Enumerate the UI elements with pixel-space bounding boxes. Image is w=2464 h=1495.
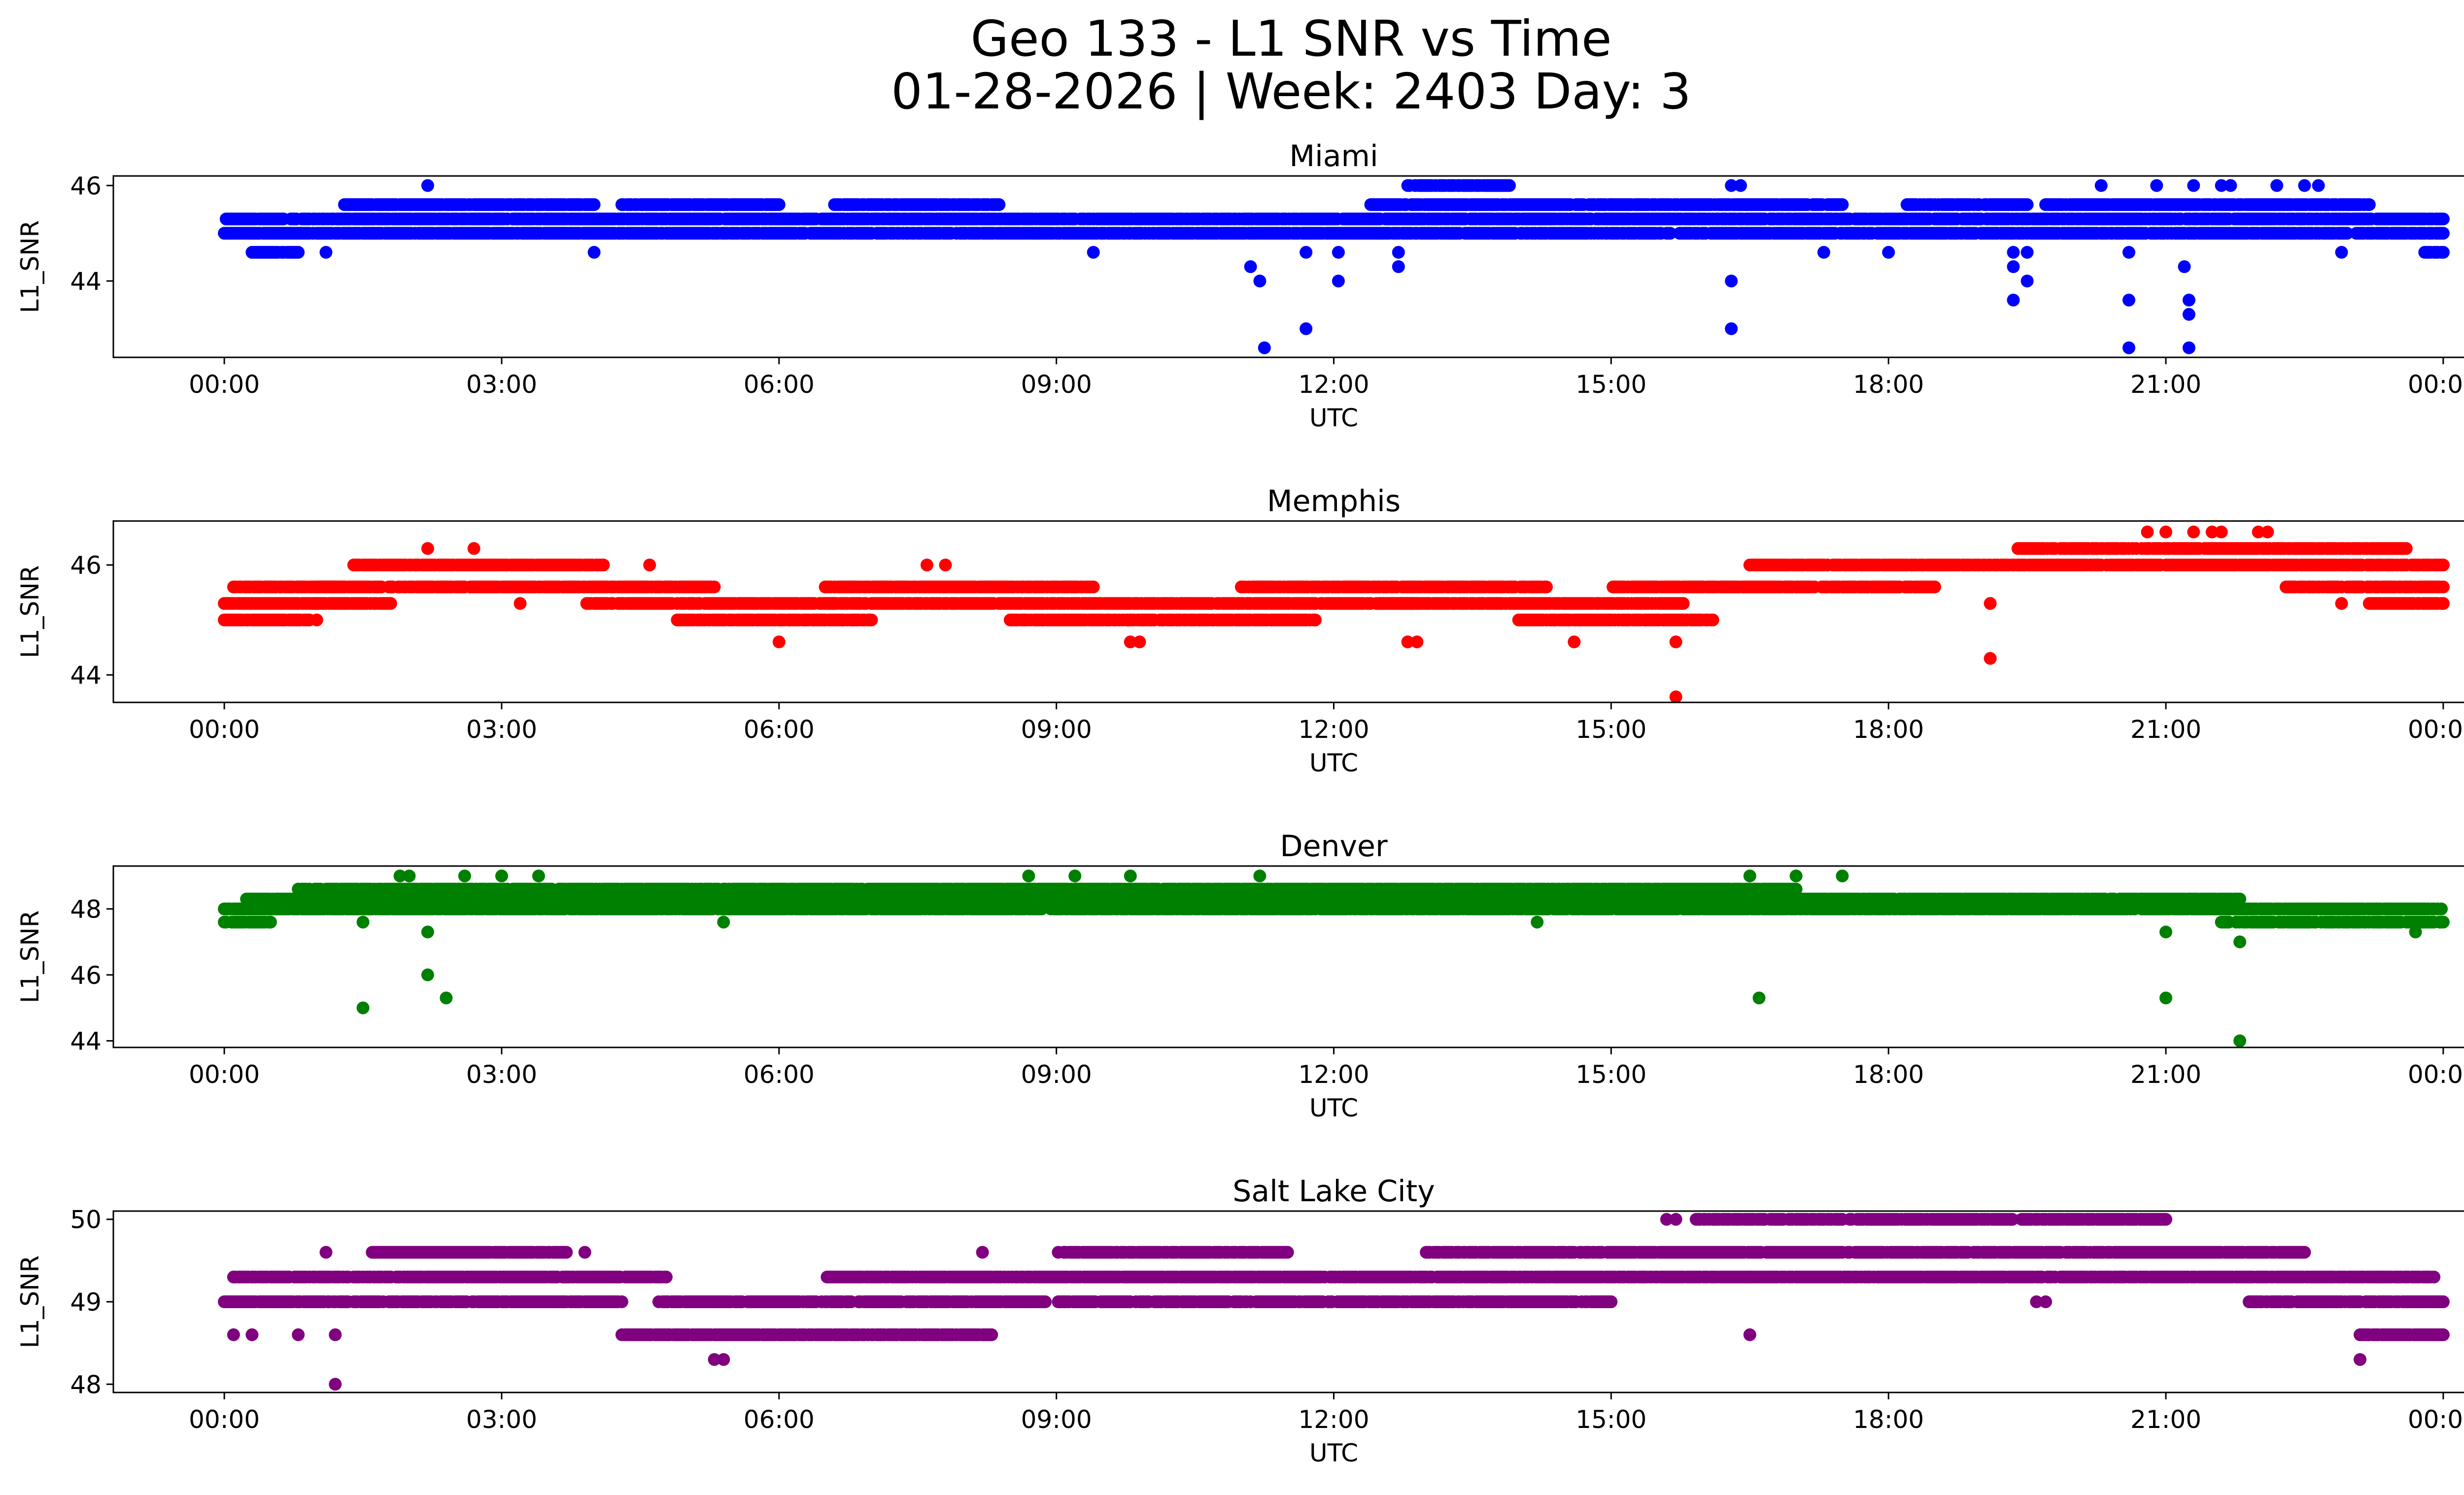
data-point — [1258, 341, 1271, 354]
data-point — [384, 597, 397, 610]
data-point — [1836, 198, 1849, 211]
data-point — [2007, 293, 2020, 307]
data-point — [1332, 245, 1345, 259]
data-point — [2122, 245, 2135, 259]
data-point — [597, 558, 610, 572]
data-point — [2215, 179, 2228, 192]
data-point — [1734, 179, 1747, 192]
data-point — [2312, 179, 2325, 192]
x-tick-label: 00:00 — [189, 370, 260, 399]
data-point — [2007, 260, 2020, 273]
data-point — [1309, 613, 1322, 626]
x-tick-label: 03:00 — [466, 370, 537, 399]
data-point — [421, 179, 434, 192]
data-point — [2298, 179, 2311, 192]
figure-title-line2: 01-28-2026 | Week: 2403 Day: 3 — [891, 63, 1691, 120]
x-tick-label: 15:00 — [1575, 370, 1646, 399]
data-point — [587, 245, 601, 259]
x-tick-label: 12:00 — [1298, 370, 1369, 399]
data-point — [1300, 245, 1313, 259]
data-point — [1928, 580, 1941, 593]
data-point — [1540, 580, 1553, 593]
data-point — [1677, 597, 1690, 610]
data-point — [1392, 245, 1405, 259]
data-point — [2436, 245, 2450, 259]
x-tick-label: 21:00 — [2130, 370, 2201, 399]
data-point — [2270, 179, 2284, 192]
data-point — [1664, 227, 1677, 240]
data-point — [708, 580, 721, 593]
data-point — [2436, 212, 2450, 226]
data-point — [1087, 245, 1100, 259]
data-point — [2122, 341, 2135, 354]
x-tick-label: 09:00 — [1021, 370, 1092, 399]
panel-title: Memphis — [1267, 484, 1401, 519]
data-point — [992, 198, 1006, 211]
data-point — [1882, 245, 1895, 259]
x-tick-label: 06:00 — [744, 370, 815, 399]
panel-title: Miami — [1289, 139, 1378, 174]
scatter-points — [218, 525, 2450, 702]
data-point — [1706, 613, 1719, 626]
figure-title-line1: Geo 133 - L1 SNR vs Time — [971, 10, 1612, 68]
data-point — [292, 245, 305, 259]
data-point — [772, 198, 786, 211]
data-point — [1087, 580, 1100, 593]
x-tick-label: 00:00 — [2408, 370, 2464, 399]
data-point — [2187, 179, 2200, 192]
data-point — [2178, 260, 2191, 273]
data-point — [2182, 308, 2195, 321]
data-point — [2182, 293, 2195, 307]
data-point — [1503, 179, 1516, 192]
data-point — [2182, 341, 2195, 354]
data-point — [2020, 245, 2034, 259]
x-axis-label: UTC — [1309, 404, 1358, 432]
data-point — [2020, 275, 2034, 288]
data-point — [2362, 198, 2376, 211]
data-point — [1725, 275, 1738, 288]
data-point — [2436, 227, 2450, 240]
data-point — [1300, 322, 1313, 335]
data-point — [1725, 179, 1738, 192]
data-point — [1332, 275, 1345, 288]
data-point — [319, 245, 333, 259]
data-point — [1817, 245, 1830, 259]
x-tick-label: 18:00 — [1853, 370, 1924, 399]
data-point — [310, 613, 323, 626]
data-point — [1725, 322, 1738, 335]
data-point — [2340, 227, 2354, 240]
data-point — [1253, 275, 1266, 288]
y-tick-label: 44 — [70, 267, 102, 296]
data-point — [1392, 260, 1405, 273]
data-point — [2335, 245, 2348, 259]
panel-miami: Miami 00:00 03:00 06:00 09:00 12:00 15:00 18:00… — [16, 139, 2464, 432]
data-point — [587, 198, 601, 211]
y-tick-label: 46 — [70, 172, 102, 200]
data-point — [2020, 198, 2034, 211]
data-point — [2007, 245, 2020, 259]
data-point — [2094, 179, 2108, 192]
data-point — [2150, 179, 2163, 192]
data-point — [1244, 260, 1257, 273]
data-point — [2122, 293, 2135, 307]
y-axis-label: L1_SNR — [16, 220, 44, 313]
scatter-points — [218, 179, 2450, 354]
data-point — [2224, 179, 2237, 192]
data-point — [865, 613, 878, 626]
